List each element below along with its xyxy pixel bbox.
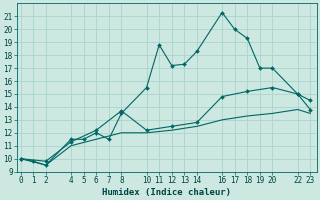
X-axis label: Humidex (Indice chaleur): Humidex (Indice chaleur) [102, 188, 231, 197]
